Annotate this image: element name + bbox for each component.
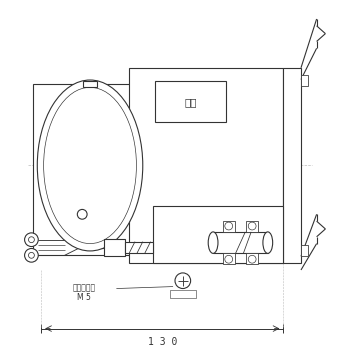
Circle shape: [25, 233, 38, 246]
Bar: [104, 239, 125, 256]
Circle shape: [248, 256, 256, 263]
Circle shape: [28, 252, 34, 258]
Circle shape: [28, 237, 34, 243]
Text: 1 3 0: 1 3 0: [148, 337, 177, 347]
Circle shape: [77, 209, 87, 219]
Bar: [213, 232, 268, 253]
Bar: [155, 82, 226, 122]
Text: M 5: M 5: [77, 293, 91, 302]
Bar: [223, 253, 235, 264]
Circle shape: [225, 256, 233, 263]
Bar: [153, 206, 284, 263]
Bar: [301, 245, 308, 256]
Ellipse shape: [263, 232, 273, 253]
Bar: [129, 68, 284, 263]
Ellipse shape: [37, 80, 143, 251]
Bar: [223, 221, 235, 232]
Circle shape: [248, 222, 256, 230]
Text: アースネジ: アースネジ: [72, 283, 96, 292]
Circle shape: [225, 222, 233, 230]
Text: 銘板: 銘板: [184, 97, 197, 107]
Bar: [83, 82, 97, 88]
Bar: [33, 84, 139, 256]
Bar: [301, 75, 308, 86]
Bar: [246, 253, 258, 264]
Bar: [170, 289, 196, 298]
Circle shape: [175, 273, 191, 288]
Bar: [125, 241, 153, 253]
Ellipse shape: [44, 88, 136, 244]
Bar: [284, 68, 301, 263]
Circle shape: [25, 248, 38, 262]
Bar: [246, 221, 258, 232]
Ellipse shape: [208, 232, 218, 253]
